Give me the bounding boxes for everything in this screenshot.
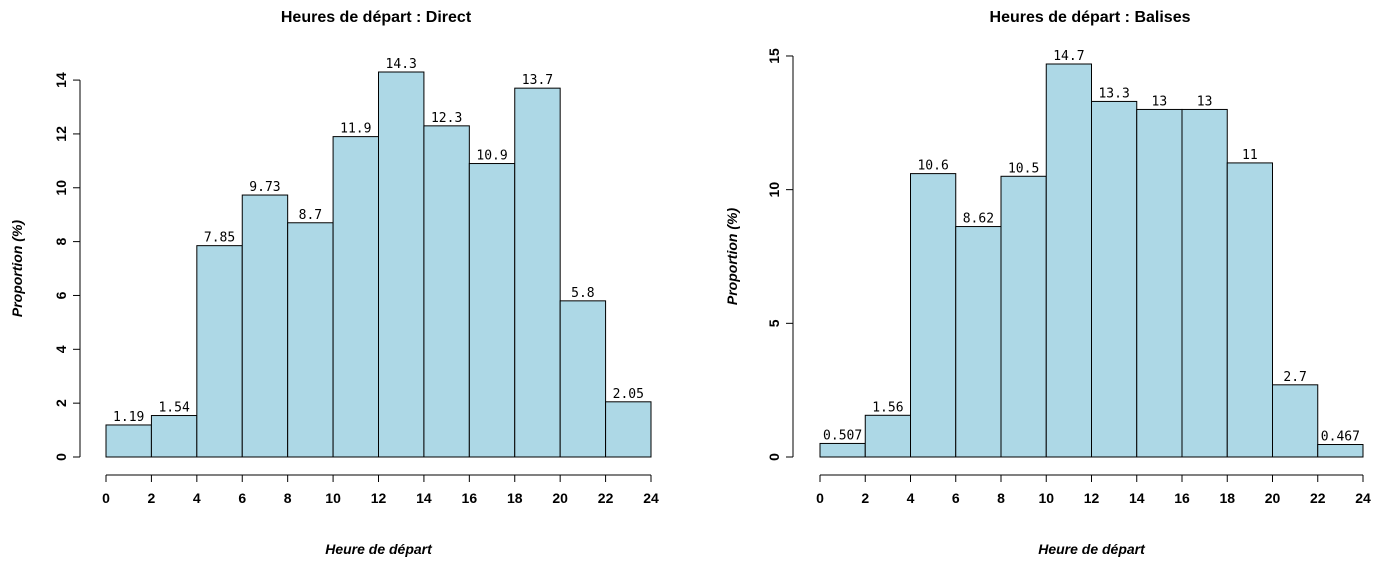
y-tick-label: 15 <box>766 48 782 64</box>
bar <box>1317 444 1364 458</box>
bar <box>955 226 1002 458</box>
y-tick-label: 6 <box>53 291 69 299</box>
bar <box>423 125 470 458</box>
bar <box>105 424 152 458</box>
x-tick-label: 0 <box>102 490 110 506</box>
x-tick-label: 4 <box>907 490 915 506</box>
bar <box>241 194 289 458</box>
bar <box>332 136 380 458</box>
y-axis-label: Proportion (%) <box>724 208 740 306</box>
bar-value-label: 11 <box>1242 148 1258 163</box>
x-tick-label: 22 <box>1310 490 1326 506</box>
x-axis-label: Heure de départ <box>325 541 433 557</box>
bar-value-label: 10.9 <box>476 149 507 164</box>
y-tick-label: 8 <box>53 238 69 246</box>
x-tick-label: 20 <box>1265 490 1281 506</box>
bar <box>150 415 198 458</box>
bar-value-label: 5.8 <box>571 286 594 301</box>
bar <box>196 245 243 458</box>
x-tick-label: 14 <box>1129 490 1145 506</box>
bar-value-label: 14.3 <box>386 57 417 72</box>
bar-value-label: 8.62 <box>963 212 994 227</box>
x-tick-label: 18 <box>1219 490 1235 506</box>
bar <box>1272 384 1319 458</box>
x-tick-label: 22 <box>598 490 614 506</box>
x-axis-label: Heure de départ <box>1038 541 1146 557</box>
x-tick-label: 14 <box>416 490 432 506</box>
y-tick-label: 10 <box>766 182 782 198</box>
y-tick-label: 12 <box>53 126 69 142</box>
x-tick-label: 12 <box>1084 490 1100 506</box>
bar-value-label: 10.6 <box>917 159 948 174</box>
bar-value-label: 10.5 <box>1008 161 1039 176</box>
x-tick-label: 16 <box>1174 490 1190 506</box>
bar-value-label: 13.7 <box>522 73 553 88</box>
y-tick-label: 0 <box>766 453 782 461</box>
x-tick-label: 4 <box>193 490 201 506</box>
bar-value-label: 1.19 <box>113 410 144 425</box>
bar <box>1181 108 1228 458</box>
x-tick-label: 2 <box>148 490 156 506</box>
x-tick-label: 8 <box>997 490 1005 506</box>
chart-title: Heures de départ : Balises <box>990 9 1191 26</box>
x-tick-label: 0 <box>816 490 824 506</box>
chart-title: Heures de départ : Direct <box>281 9 472 26</box>
bar-value-label: 7.85 <box>204 231 235 246</box>
x-tick-label: 10 <box>1038 490 1054 506</box>
y-tick-label: 2 <box>53 399 69 407</box>
bar <box>514 87 561 458</box>
bar-value-label: 13 <box>1197 94 1213 109</box>
bar-value-label: 13 <box>1152 94 1168 109</box>
x-tick-label: 2 <box>861 490 869 506</box>
bar-value-label: 2.05 <box>613 387 644 402</box>
bar-value-label: 14.7 <box>1053 49 1084 64</box>
x-tick-label: 6 <box>952 490 960 506</box>
bar-value-label: 8.7 <box>299 208 322 223</box>
histogram-balises: Heures de départ : Balises 0.507 1.56 10.6 8… <box>724 9 1371 557</box>
bar-value-label: 11.9 <box>340 122 371 137</box>
x-tick-label: 18 <box>507 490 523 506</box>
y-axis-label: Proportion (%) <box>9 220 25 318</box>
bar <box>605 401 652 458</box>
x-tick-label: 6 <box>238 490 246 506</box>
bar-value-label: 0.467 <box>1321 430 1360 445</box>
bar-value-label: 1.54 <box>158 401 189 416</box>
histogram-direct: Heures de départ : Direct 1.19 1.54 7.85 9.7… <box>9 9 659 557</box>
bar-value-label: 0.507 <box>823 428 862 443</box>
x-tick-label: 16 <box>462 490 478 506</box>
bar <box>864 414 911 458</box>
bar-value-label: 2.7 <box>1283 370 1306 385</box>
bar <box>1000 175 1047 458</box>
bar <box>559 300 607 458</box>
x-tick-label: 12 <box>371 490 387 506</box>
bar-value-label: 1.56 <box>872 400 903 415</box>
bar <box>468 163 516 458</box>
bar <box>1136 108 1183 458</box>
bar <box>1226 162 1273 458</box>
x-tick-label: 10 <box>325 490 341 506</box>
bar <box>1091 100 1138 458</box>
bar <box>1045 63 1092 458</box>
x-tick-label: 20 <box>552 490 568 506</box>
bar-value-label: 12.3 <box>431 111 462 126</box>
x-tick-label: 24 <box>643 490 659 506</box>
y-tick-label: 0 <box>53 453 69 461</box>
y-tick-label: 4 <box>53 345 69 353</box>
x-tick-label: 24 <box>1355 490 1371 506</box>
x-tick-label: 8 <box>284 490 292 506</box>
bar <box>378 71 425 458</box>
y-tick-label: 10 <box>53 180 69 196</box>
bar-value-label: 13.3 <box>1098 86 1129 101</box>
bar <box>819 442 866 458</box>
bar <box>287 222 334 458</box>
bar <box>910 173 957 458</box>
y-tick-label: 14 <box>53 72 69 88</box>
bar-value-label: 9.73 <box>249 180 280 195</box>
y-tick-label: 5 <box>766 319 782 327</box>
